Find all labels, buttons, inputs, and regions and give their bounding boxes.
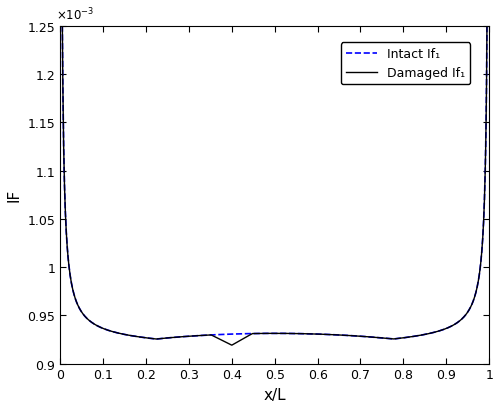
Damaged If₁	[231, 342, 237, 346]
Damaged If₁	[246, 333, 252, 338]
Text: $\times 10^{-3}$: $\times 10^{-3}$	[56, 7, 94, 23]
Intact If₁	[400, 336, 406, 341]
Damaged If₁	[352, 334, 358, 339]
Intact If₁	[154, 337, 160, 342]
Intact If₁	[246, 331, 252, 336]
Damaged If₁	[101, 326, 107, 331]
Intact If₁	[231, 332, 237, 337]
Line: Intact If₁: Intact If₁	[60, 0, 489, 339]
Y-axis label: IF: IF	[7, 189, 22, 202]
Line: Damaged If₁: Damaged If₁	[60, 0, 489, 345]
Intact If₁	[352, 334, 358, 339]
X-axis label: x/L: x/L	[264, 387, 286, 402]
Damaged If₁	[229, 343, 235, 348]
Intact If₁	[101, 326, 107, 331]
Intact If₁	[392, 337, 398, 342]
Damaged If₁	[400, 336, 406, 341]
Legend: Intact If₁, Damaged If₁: Intact If₁, Damaged If₁	[340, 43, 470, 85]
Damaged If₁	[392, 337, 398, 342]
